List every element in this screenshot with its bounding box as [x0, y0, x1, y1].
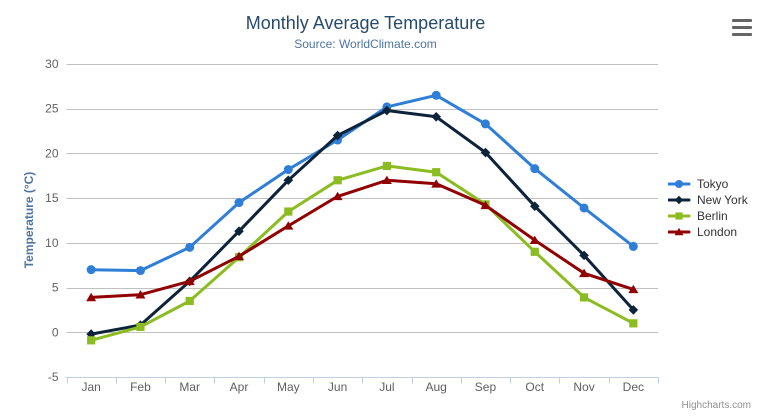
point-new-york-dec[interactable]	[628, 305, 639, 315]
legend-label: London	[697, 225, 738, 239]
y-axis-label: 10	[45, 236, 59, 250]
legend-symbol-berlin	[675, 212, 683, 220]
x-axis-label: Apr	[230, 380, 249, 394]
y-axis-label: 15	[45, 191, 59, 205]
point-berlin-nov[interactable]	[579, 293, 589, 302]
point-london-may[interactable]	[283, 221, 294, 230]
point-london-oct[interactable]	[529, 235, 540, 244]
point-london-apr[interactable]	[234, 251, 245, 261]
legend-symbol-tokyo	[675, 180, 683, 188]
hamburger-bar	[732, 33, 752, 36]
point-london-nov[interactable]	[579, 268, 590, 278]
x-axis-label: Dec	[623, 380, 644, 394]
legend-item-new-york[interactable]: New York	[668, 192, 748, 208]
legend-marker-new-york-icon	[668, 195, 691, 205]
legend-symbol-london	[674, 227, 684, 236]
x-axis-label: Nov	[573, 380, 594, 394]
legend-item-london[interactable]: London	[668, 224, 748, 240]
hamburger-bar	[732, 19, 752, 22]
point-new-york-aug[interactable]	[431, 111, 441, 122]
y-axis-label: 0	[52, 325, 59, 339]
point-new-york-oct[interactable]	[529, 201, 540, 211]
x-axis-labels: Jan Feb Mar Apr May Jun Jul Aug Sep Oct Nov Dec	[81, 380, 644, 394]
x-axis-label: Jun	[328, 380, 347, 394]
point-berlin-jul[interactable]	[382, 161, 391, 171]
legend: Tokyo New York Berlin London	[668, 176, 748, 240]
y-axis-label: 5	[52, 281, 59, 295]
point-tokyo-dec[interactable]	[628, 241, 638, 251]
x-axis-label: Feb	[130, 380, 151, 394]
legend-label: New York	[697, 193, 748, 207]
point-berlin-jun[interactable]	[333, 176, 342, 185]
point-london-jul[interactable]	[381, 175, 392, 185]
point-tokyo-sep[interactable]	[480, 119, 490, 129]
y-axis-label: -5	[48, 370, 59, 384]
credits-link[interactable]: Highcharts.com	[681, 400, 751, 411]
x-axis-label: May	[277, 380, 300, 394]
point-tokyo-feb[interactable]	[135, 266, 145, 276]
point-tokyo-nov[interactable]	[579, 203, 589, 213]
point-london-aug[interactable]	[431, 179, 442, 188]
point-london-jan[interactable]	[86, 292, 97, 302]
y-axis-labels: -5 0 5 10 15 20 25 30	[45, 57, 59, 384]
legend-label: Tokyo	[697, 177, 729, 191]
legend-marker-london-icon	[668, 227, 691, 236]
legend-item-berlin[interactable]: Berlin	[668, 208, 748, 224]
series-london	[86, 175, 639, 302]
series-tokyo	[86, 90, 638, 276]
series-line-berlin[interactable]	[89, 164, 635, 342]
point-london-mar[interactable]	[184, 276, 195, 286]
point-london-feb[interactable]	[135, 290, 146, 299]
point-berlin-jan[interactable]	[87, 336, 96, 345]
point-tokyo-apr[interactable]	[234, 198, 244, 208]
legend-label: Berlin	[697, 209, 728, 223]
series-line-london[interactable]	[89, 178, 635, 299]
series-line-new-york[interactable]	[89, 109, 635, 336]
chart-title: Monthly Average Temperature	[245, 13, 486, 33]
x-axis-label: Jan	[81, 380, 100, 394]
point-new-york-nov[interactable]	[579, 250, 589, 261]
chart-subtitle: Source: WorldClimate.com	[294, 37, 437, 51]
x-axis-label: Oct	[525, 380, 544, 394]
point-london-sep[interactable]	[480, 200, 491, 210]
series-new-york	[86, 105, 639, 339]
x-axis-label: Jul	[379, 380, 394, 394]
y-axis-label: 25	[45, 102, 59, 116]
point-london-jun[interactable]	[332, 191, 343, 201]
x-axis-label: Sep	[475, 380, 497, 394]
point-new-york-jun[interactable]	[332, 130, 343, 141]
point-berlin-oct[interactable]	[530, 247, 539, 256]
point-new-york-may[interactable]	[283, 175, 294, 186]
point-berlin-mar[interactable]	[185, 296, 194, 306]
point-new-york-jan[interactable]	[86, 329, 96, 339]
point-new-york-sep[interactable]	[480, 147, 491, 158]
point-berlin-aug[interactable]	[432, 168, 441, 177]
point-tokyo-aug[interactable]	[431, 90, 441, 100]
point-tokyo-mar[interactable]	[185, 242, 195, 252]
y-axis-label: 30	[45, 57, 59, 71]
legend-item-tokyo[interactable]: Tokyo	[668, 176, 748, 192]
gridlines	[66, 64, 658, 378]
x-axis-label: Mar	[179, 380, 200, 394]
legend-symbol-new-york	[674, 195, 684, 205]
point-london-dec[interactable]	[628, 284, 639, 294]
point-berlin-may[interactable]	[284, 207, 293, 216]
point-tokyo-may[interactable]	[283, 165, 293, 175]
point-tokyo-oct[interactable]	[530, 164, 540, 174]
x-axis	[66, 377, 659, 384]
legend-marker-berlin-icon	[668, 212, 691, 220]
y-axis-label: 20	[45, 146, 59, 160]
point-berlin-dec[interactable]	[629, 319, 638, 328]
point-berlin-feb[interactable]	[136, 322, 145, 332]
legend-marker-tokyo-icon	[668, 180, 691, 188]
y-axis-title: Temperature (°C)	[22, 171, 36, 269]
x-axis-label: Aug	[426, 380, 447, 394]
hamburger-bar	[732, 26, 752, 29]
point-new-york-apr[interactable]	[234, 226, 244, 237]
point-tokyo-jan[interactable]	[86, 265, 96, 275]
context-menu-button[interactable]	[729, 17, 755, 38]
point-new-york-jul[interactable]	[382, 105, 392, 116]
